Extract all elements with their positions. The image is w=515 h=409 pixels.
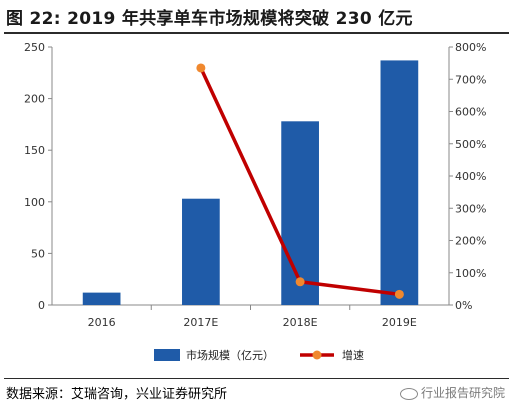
bar xyxy=(281,121,319,305)
bar xyxy=(380,60,419,305)
x-tick-label: 2019E xyxy=(382,316,417,329)
combo-chart: 0 50 100 150 200 250 0% 100% 200% 300% 400% 500% 600… xyxy=(24,41,486,362)
x-tick-label: 2017E xyxy=(183,316,218,329)
chart-legend: 市场规模（亿元） 增速 xyxy=(154,348,364,362)
legend-swatch-marker xyxy=(312,350,322,360)
right-tick-label: 100% xyxy=(455,267,486,280)
wechat-icon xyxy=(399,387,418,400)
watermark: 行业报告研究院 xyxy=(399,384,505,401)
left-tick-label: 0 xyxy=(38,299,45,312)
data-source: 数据来源：艾瑞咨询，兴业证券研究所 xyxy=(6,387,228,402)
tick-labels: 0 50 100 150 200 250 0% 100% 200% 300% 400% 500% 600… xyxy=(24,41,486,329)
right-tick-label: 400% xyxy=(455,170,486,183)
growth-point xyxy=(394,289,404,299)
left-tick-label: 100 xyxy=(24,196,45,209)
footer-divider xyxy=(4,378,509,379)
right-tick-label: 800% xyxy=(455,41,486,54)
bar xyxy=(82,292,121,305)
line-series xyxy=(196,63,404,299)
x-tick-label: 2016 xyxy=(88,316,116,329)
right-tick-label: 600% xyxy=(455,106,486,119)
x-tick-label: 2018E xyxy=(283,316,318,329)
left-tick-label: 200 xyxy=(24,93,45,106)
legend-swatch-bar xyxy=(154,349,180,361)
chart-title: 图 22: 2019 年共享单车市场规模将突破 230 亿元 xyxy=(6,9,413,29)
bar-series xyxy=(82,60,419,305)
legend-label-bar: 市场规模（亿元） xyxy=(186,348,274,362)
right-tick-label: 0% xyxy=(455,299,472,312)
legend-label-line: 增速 xyxy=(342,348,364,362)
bar xyxy=(182,198,220,305)
right-tick-label: 700% xyxy=(455,73,486,86)
left-tick-label: 50 xyxy=(31,247,45,260)
right-tick-label: 200% xyxy=(455,235,486,248)
growth-point xyxy=(196,63,206,73)
right-tick-label: 300% xyxy=(455,202,486,215)
growth-point xyxy=(295,277,305,287)
title-divider xyxy=(4,32,509,34)
left-tick-label: 250 xyxy=(24,41,45,54)
watermark-text: 行业报告研究院 xyxy=(420,386,505,400)
right-tick-label: 500% xyxy=(455,138,486,151)
left-tick-label: 150 xyxy=(24,144,45,157)
